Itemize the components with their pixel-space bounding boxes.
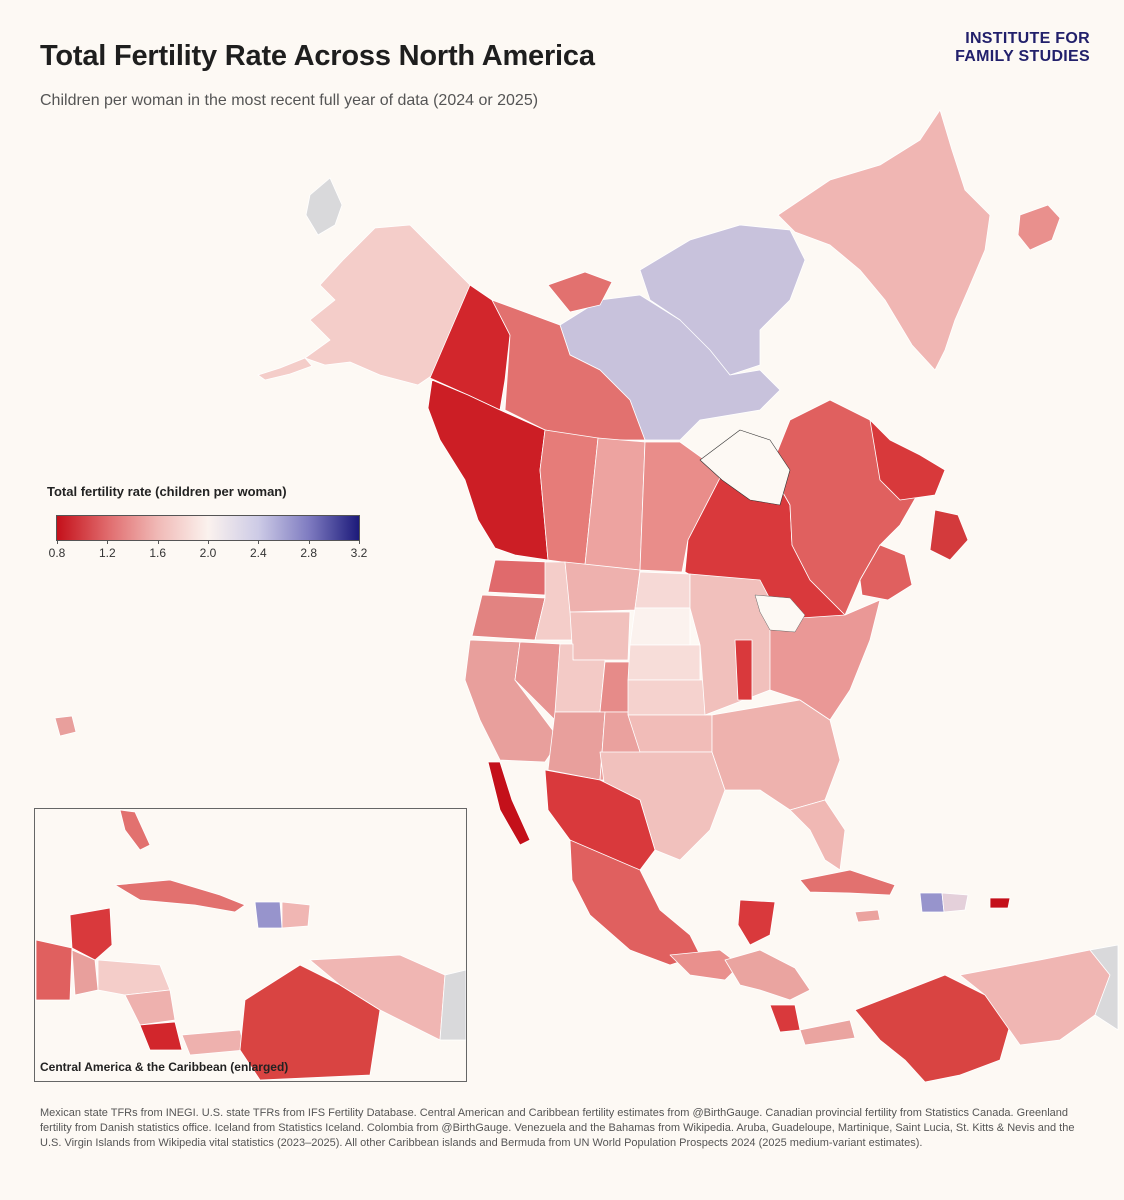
inset-dominican-republic: [281, 901, 311, 929]
region-labrador: [869, 419, 946, 501]
inset-costa-rica: [139, 1021, 183, 1051]
legend-title: Total fertility rate (children per woman…: [47, 484, 287, 499]
legend-tick-label: 0.8: [48, 546, 66, 560]
inset-label: Central America & the Caribbean (enlarge…: [40, 1060, 289, 1074]
hudson-bay-water: [699, 429, 791, 506]
region-british-columbia: [427, 379, 549, 561]
region-us-nebraska: [627, 644, 701, 681]
logo-line-1: INSTITUTE FOR: [965, 30, 1090, 47]
region-us-florida: [789, 799, 846, 871]
region-us-north-dakota: [634, 571, 691, 609]
source-footnote: Mexican state TFRs from INEGI. U.S. stat…: [40, 1107, 1075, 1149]
region-yucatan: [737, 899, 776, 946]
logo-line-2: FAMILY STUDIES: [955, 48, 1090, 65]
page-subtitle: Children per woman in the most recent fu…: [40, 92, 539, 109]
color-legend: Total fertility rate (children per woman…: [47, 484, 367, 560]
inset-mexico-south: [35, 939, 73, 1001]
legend-tick-mark: [359, 540, 360, 544]
legend-tick-label: 2.8: [300, 546, 317, 560]
region-panama: [799, 1019, 856, 1046]
region-russia-tip: [305, 177, 343, 236]
legend-tick-mark: [107, 540, 109, 544]
region-central-america: [724, 949, 811, 1001]
region-colombia: [854, 974, 1011, 1083]
region-us-kansas: [627, 679, 706, 716]
region-us-oklahoma: [627, 714, 713, 753]
region-maritimes: [859, 544, 913, 601]
legend-tick-mark: [258, 540, 260, 544]
inset-frame: [34, 808, 467, 1082]
great-lakes-water: [754, 594, 806, 633]
region-iceland: [1017, 204, 1061, 251]
region-nwt-islands: [547, 271, 613, 313]
inset-cuba: [113, 879, 246, 913]
legend-tick-label: 3.2: [350, 546, 368, 560]
region-alaska: [304, 224, 471, 386]
region-haiti: [919, 892, 945, 913]
inset-yucatan: [69, 907, 113, 961]
institute-logo: INSTITUTE FOR FAMILY STUDIES: [955, 30, 1090, 66]
region-us-south: [711, 699, 841, 811]
region-alaska-chain: [257, 357, 313, 381]
region-baja-california: [487, 761, 531, 846]
region-us-montana: [564, 561, 641, 613]
legend-tick-label: 2.4: [249, 546, 267, 560]
region-guyana-nodata: [1089, 944, 1119, 1031]
region-hawaii: [54, 715, 77, 737]
inset-map: [35, 809, 467, 1081]
region-us-washington: [487, 559, 549, 596]
legend-tick-mark: [308, 540, 310, 544]
region-us-south-dakota: [629, 607, 691, 646]
region-cuba: [799, 869, 896, 896]
region-dominican-republic: [941, 892, 969, 913]
region-us-idaho: [534, 561, 576, 641]
region-greenland: [777, 109, 991, 371]
legend-tick-label: 1.6: [149, 546, 166, 560]
legend-tick-mark: [208, 540, 209, 544]
legend-tick-mark: [157, 540, 159, 544]
inset-colombia: [239, 964, 381, 1081]
region-us-illinois: [734, 639, 753, 701]
region-us-oregon: [471, 594, 546, 641]
region-puerto-rico: [989, 897, 1011, 909]
region-us-northeast: [769, 599, 881, 721]
page-title: Total Fertility Rate Across North Americ…: [40, 40, 595, 72]
region-newfoundland: [929, 509, 969, 561]
region-northwest-territories: [491, 299, 646, 441]
region-us-wyoming: [569, 611, 631, 661]
region-us-arizona: [547, 711, 606, 781]
region-jamaica: [854, 909, 881, 923]
legend-tick-label: 2.0: [199, 546, 217, 560]
legend-tick-mark: [57, 540, 58, 544]
inset-florida-tip: [119, 809, 151, 851]
region-costa-rica: [769, 1004, 801, 1033]
legend-color-bar: 0.8 1.2 1.6 2.0 2.4 2.8 3.2: [49, 515, 367, 560]
inset-nicaragua: [124, 989, 176, 1026]
legend-tick-label: 1.2: [98, 546, 116, 560]
